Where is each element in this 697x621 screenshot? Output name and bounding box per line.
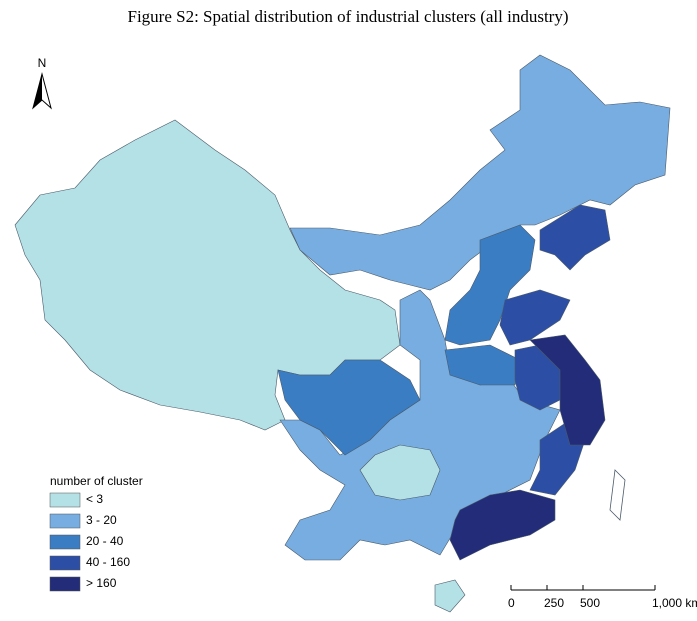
legend-title: number of cluster bbox=[50, 474, 143, 488]
region bbox=[449, 489, 556, 561]
legend-swatch bbox=[49, 576, 81, 592]
legend-label: 3 - 20 bbox=[86, 513, 117, 527]
legend-label: > 160 bbox=[86, 576, 117, 590]
region bbox=[444, 224, 536, 346]
legend-swatch bbox=[49, 534, 81, 550]
legend-swatch bbox=[49, 513, 81, 529]
legend: < 3 3 - 20 20 - 40 40 - 160 > 160 bbox=[49, 492, 130, 592]
scale-label: 500 bbox=[580, 596, 600, 610]
scale-label: 0 bbox=[508, 596, 515, 610]
legend-label: < 3 bbox=[86, 492, 103, 506]
figure-title: Figure S2: Spatial distribution of indus… bbox=[127, 7, 568, 26]
region bbox=[359, 444, 441, 501]
region bbox=[289, 54, 671, 291]
regions bbox=[14, 54, 671, 613]
north-arrow-fill bbox=[33, 74, 42, 108]
region bbox=[434, 579, 466, 613]
legend-label: 20 - 40 bbox=[86, 534, 124, 548]
region bbox=[499, 289, 571, 346]
taiwan bbox=[609, 469, 626, 521]
legend-swatch bbox=[49, 492, 81, 508]
north-label: N bbox=[38, 56, 47, 70]
region bbox=[539, 204, 611, 271]
legend-label: 40 - 160 bbox=[86, 555, 130, 569]
region bbox=[444, 344, 521, 386]
region bbox=[529, 334, 606, 446]
region bbox=[277, 359, 421, 456]
scale-label: 1,000 km bbox=[652, 596, 697, 610]
scale-label: 250 bbox=[544, 596, 564, 610]
scale-bar: 0 250 500 1,000 km bbox=[508, 585, 697, 610]
legend-swatch bbox=[49, 555, 81, 571]
